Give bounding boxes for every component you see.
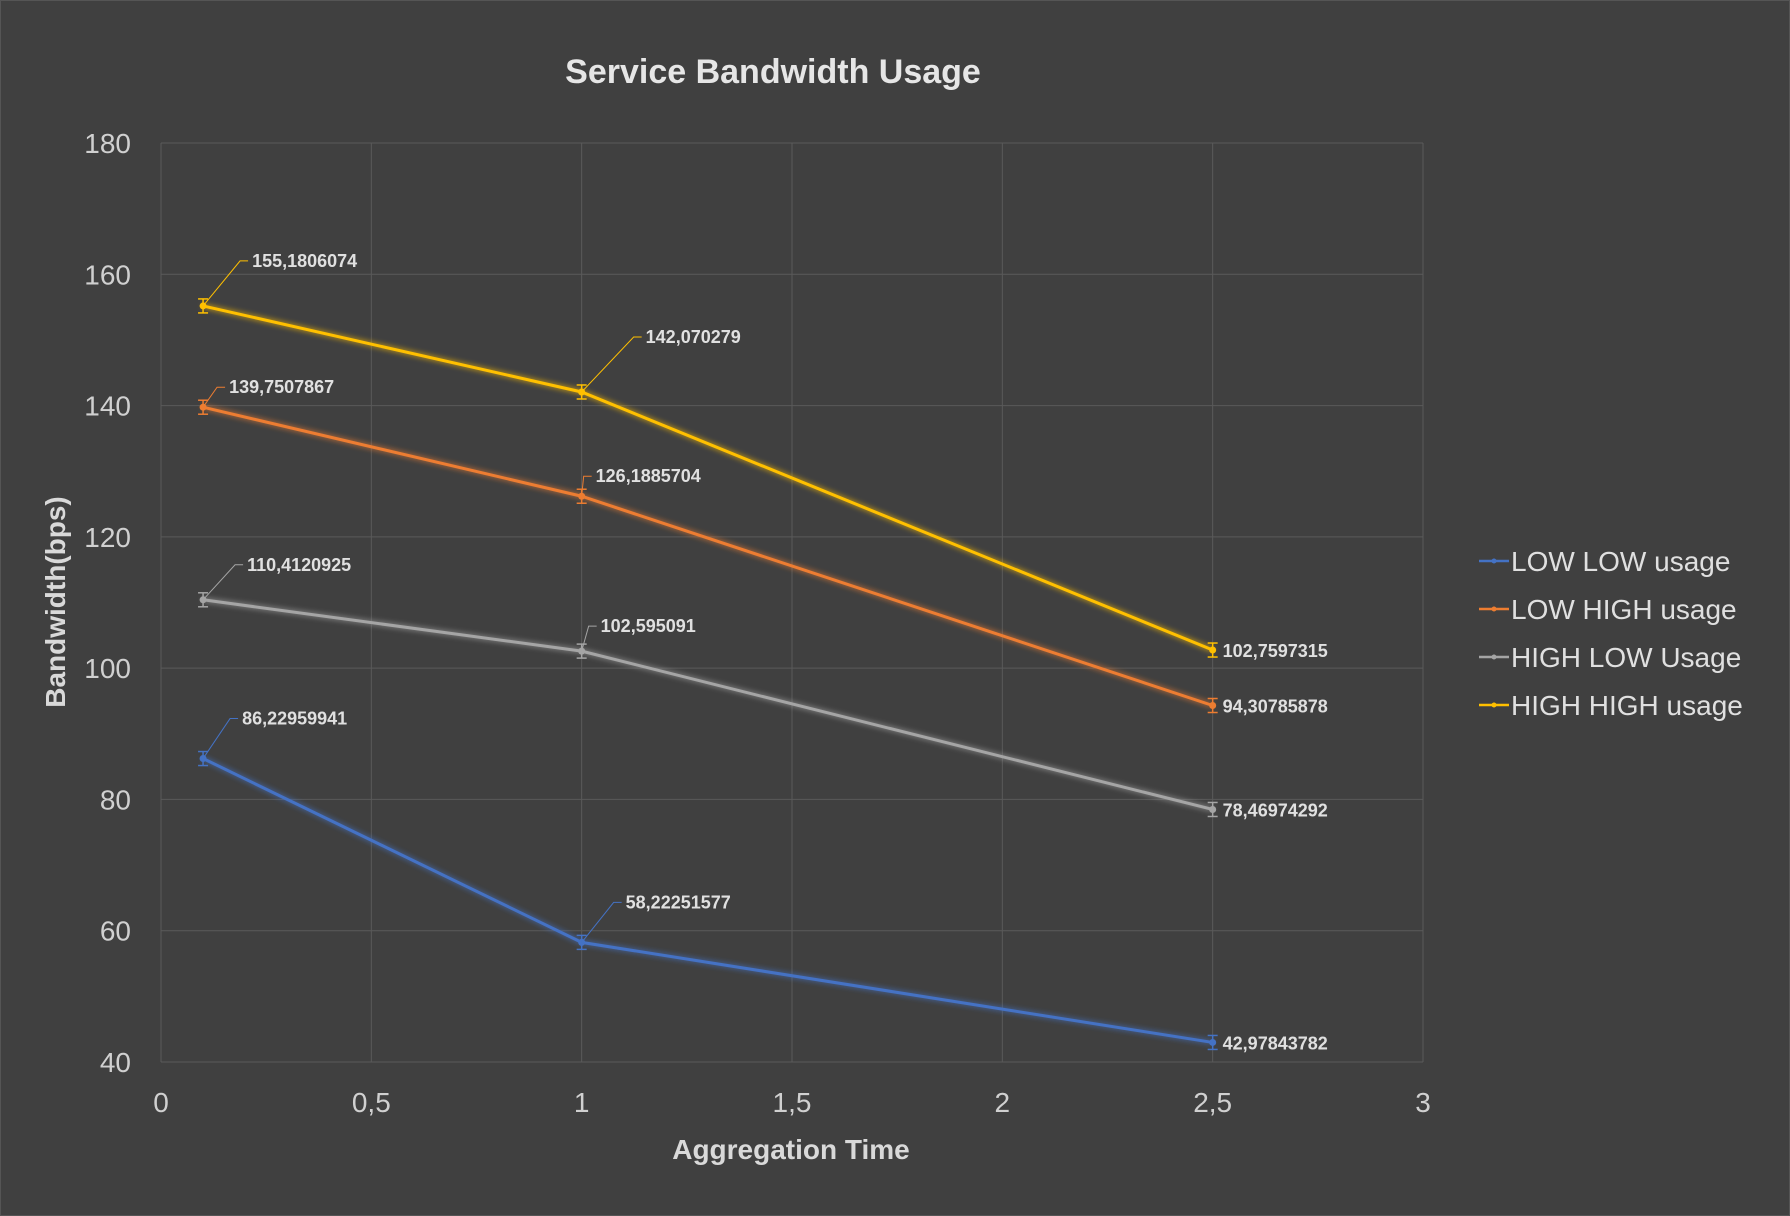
x-tick-label: 1 — [574, 1087, 590, 1118]
chart-title: Service Bandwidth Usage — [565, 53, 981, 91]
y-tick-label: 180 — [84, 128, 131, 159]
y-tick-label: 140 — [84, 391, 131, 422]
series-line — [202, 405, 1214, 707]
y-tick-label: 160 — [84, 259, 131, 290]
y-tick-label: 120 — [84, 522, 131, 553]
data-point — [1209, 646, 1217, 654]
data-label: 142,070279 — [646, 327, 741, 347]
y-tick-label: 40 — [100, 1047, 131, 1078]
x-tick-label: 2 — [995, 1087, 1011, 1118]
leader-line — [202, 718, 239, 759]
x-tick-label: 1,5 — [773, 1087, 812, 1118]
series — [198, 298, 1218, 1051]
x-tick-label: 0,5 — [352, 1087, 391, 1118]
legend-marker — [1491, 702, 1497, 708]
legend-item: LOW LOW usage — [1479, 546, 1730, 577]
y-axis-ticks: 40 60 80 100 120 140 160 180 — [84, 128, 131, 1078]
leader-line — [202, 564, 244, 601]
x-tick-label: 3 — [1415, 1087, 1431, 1118]
x-axis-ticks: 0 0,5 1 1,5 2 2,5 3 — [153, 1087, 1431, 1118]
series-line — [202, 304, 1214, 652]
data-label: 78,46974292 — [1223, 800, 1328, 820]
x-axis-label: Aggregation Time — [672, 1134, 910, 1165]
series-high-high-usage — [198, 298, 1218, 658]
leader-line — [581, 625, 597, 652]
data-point — [1209, 702, 1217, 710]
legend-marker — [1491, 558, 1497, 564]
data-label: 42,97843782 — [1223, 1033, 1328, 1053]
leader-line — [581, 901, 622, 943]
data-label: 86,22959941 — [242, 709, 347, 729]
series-high-low-usage — [198, 592, 1218, 818]
data-point — [1209, 805, 1217, 813]
legend-item: HIGH LOW Usage — [1479, 642, 1741, 673]
legend-item: LOW HIGH usage — [1479, 594, 1737, 625]
data-label: 94,30785878 — [1223, 697, 1328, 717]
x-tick-label: 2,5 — [1193, 1087, 1232, 1118]
y-tick-label: 80 — [100, 784, 131, 815]
data-label: 58,22251577 — [626, 892, 731, 912]
data-label: 102,7597315 — [1223, 641, 1328, 661]
series-line — [202, 598, 1214, 811]
data-label: 102,595091 — [601, 616, 696, 636]
legend-label: HIGH HIGH usage — [1511, 690, 1743, 721]
y-axis-label: Bandwidth(bps) — [40, 496, 71, 708]
data-label: 155,1806074 — [252, 251, 357, 271]
data-label: 110,4120925 — [247, 555, 351, 575]
x-tick-label: 0 — [153, 1087, 169, 1118]
leader-line — [581, 475, 592, 497]
legend-marker — [1491, 606, 1497, 612]
legend-label: LOW HIGH usage — [1511, 594, 1737, 625]
legend-label: LOW LOW usage — [1511, 546, 1730, 577]
leader-line — [202, 260, 249, 307]
legend-item: HIGH HIGH usage — [1479, 690, 1743, 721]
data-labels: 86,22959941 58,22251577 42,97843782 139,750… — [202, 251, 1328, 1053]
grid — [160, 142, 1424, 1063]
leader-line — [581, 336, 642, 393]
legend-marker — [1491, 654, 1497, 660]
leader-line — [202, 386, 226, 408]
data-label: 139,7507867 — [229, 377, 334, 397]
legend: LOW LOW usage LOW HIGH usage HIGH LOW Usag… — [1479, 546, 1743, 721]
y-tick-label: 60 — [100, 916, 131, 947]
y-tick-label: 100 — [84, 653, 131, 684]
data-point — [1209, 1038, 1217, 1046]
legend-label: HIGH LOW Usage — [1511, 642, 1741, 673]
data-label: 126,1885704 — [596, 466, 701, 486]
